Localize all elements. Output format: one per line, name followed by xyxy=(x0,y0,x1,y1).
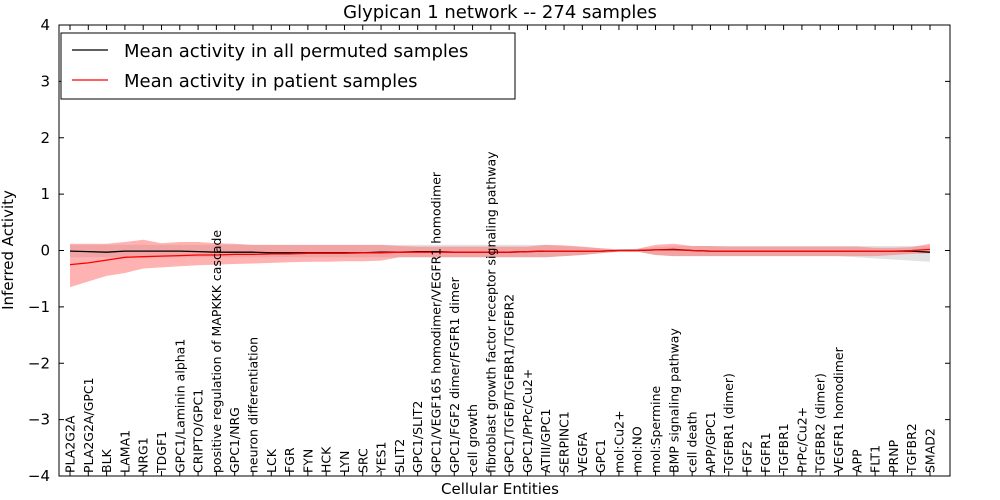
x-tick-label: BMP signaling pathway xyxy=(666,328,681,473)
lines-layer xyxy=(69,248,931,266)
x-tick-label: SERPINC1 xyxy=(557,411,572,473)
x-tick-label: fibroblast growth factor receptor signal… xyxy=(483,151,498,473)
series-line-1 xyxy=(69,248,931,266)
x-tick-label: SMAD2 xyxy=(923,428,938,473)
x-tick-label: cell death xyxy=(685,411,700,473)
x-tick-label: cell growth xyxy=(465,404,480,473)
y-tick-label: 3 xyxy=(40,72,50,90)
x-tick-label: YES1 xyxy=(374,442,389,474)
x-tick-label: GPC1/PrPc/Cu2+ xyxy=(520,369,535,473)
x-tick-label: FLT1 xyxy=(868,445,883,473)
x-tick-label: mol:Spermine xyxy=(648,385,663,473)
y-tick-label: 4 xyxy=(40,16,50,34)
y-tick-label: −4 xyxy=(28,467,50,485)
x-tick-label: HCK xyxy=(319,446,334,473)
x-tick-label: mol:NO xyxy=(630,426,645,473)
x-tick-label: FYN xyxy=(300,449,315,473)
x-tick-label: SLIT2 xyxy=(392,439,407,473)
y-tick-label: 1 xyxy=(40,185,50,203)
x-tick-label: LYN xyxy=(337,451,352,473)
x-tick-label: VEGFR1 homodimer xyxy=(831,346,846,473)
y-tick-label: −1 xyxy=(28,298,50,316)
x-axis-label: Cellular Entities xyxy=(441,480,559,498)
x-tick-label: PRNP xyxy=(886,439,901,473)
x-tick-label: GPC1/NRG xyxy=(227,407,242,473)
y-tick-label: −2 xyxy=(28,354,50,372)
x-tick-label: TDGF1 xyxy=(154,431,169,474)
x-tick-label: GPC1/Laminin alpha1 xyxy=(172,339,187,473)
legend-label-permuted: Mean activity in all permuted samples xyxy=(124,41,468,62)
x-tick-label: LAMA1 xyxy=(117,430,132,473)
x-tick-label: CRIPTO/GPC1 xyxy=(191,389,206,473)
x-tick-label: TGFBR1 xyxy=(776,423,791,474)
x-tick-label: FGR xyxy=(282,447,297,473)
x-tick-label: positive regulation of MAPKKK cascade xyxy=(209,230,224,473)
x-tick-label: GPC1/FGF2 dimer/FGFR1 dimer xyxy=(447,276,462,473)
x-tick-label: mol:Cu2+ xyxy=(611,410,626,473)
series-band-1 xyxy=(70,239,930,288)
x-tick-label: LCK xyxy=(264,448,279,473)
legend: Mean activity in all permuted samples Me… xyxy=(60,32,516,100)
y-tick-label: 0 xyxy=(40,242,50,260)
x-tick-label: ATIII/GPC1 xyxy=(538,409,553,473)
x-tick-label: GPC1 xyxy=(593,439,608,473)
x-tick-label: VEGFA xyxy=(575,432,590,473)
x-tick-label: neuron differentiation xyxy=(246,337,261,473)
x-tick-label: NRG1 xyxy=(136,437,151,473)
x-tick-label: PrPc/Cu2+ xyxy=(794,407,809,473)
x-tick-label: GPC1/SLIT2 xyxy=(410,401,425,473)
y-tick-label: −3 xyxy=(28,411,50,429)
x-tick-label: TGFBR2 (dimer) xyxy=(813,373,828,474)
x-tick-label: PLA2G2A/GPC1 xyxy=(81,377,96,473)
legend-label-patient: Mean activity in patient samples xyxy=(124,71,418,92)
legend-box xyxy=(60,32,516,100)
x-tick-label: PLA2G2A xyxy=(63,415,78,473)
x-tick-label: FGFR1 xyxy=(758,432,773,473)
y-axis-label: Inferred Activity xyxy=(0,190,17,310)
x-tick-label: BLK xyxy=(99,448,114,473)
x-tick-label: APP/GPC1 xyxy=(703,411,718,473)
y-axis: −4 −3 −2 −1 0 1 2 3 4 xyxy=(28,16,950,485)
x-tick-label: TGFBR2 xyxy=(904,423,919,474)
x-tick-label: FGF2 xyxy=(740,441,755,473)
x-tick-label: SRC xyxy=(355,448,370,473)
x-tick-label: APP xyxy=(849,449,864,473)
y-tick-label: 2 xyxy=(40,129,50,147)
x-tick-label: TGFBR1 (dimer) xyxy=(721,373,736,474)
chart-title: Glypican 1 network -- 274 samples xyxy=(343,2,657,23)
x-axis: PLA2G2A PLA2G2A/GPC1 BLK LAMA1 NRG1 TDGF1 GPC1… xyxy=(63,25,938,476)
bands-layer xyxy=(70,239,930,288)
x-tick-label: GPC1/TGFB/TGFBR1/TGFBR2 xyxy=(502,294,517,473)
x-tick-label: GPC1/VEGF165 homodimer/VEGFR1 homodimer xyxy=(429,171,444,473)
